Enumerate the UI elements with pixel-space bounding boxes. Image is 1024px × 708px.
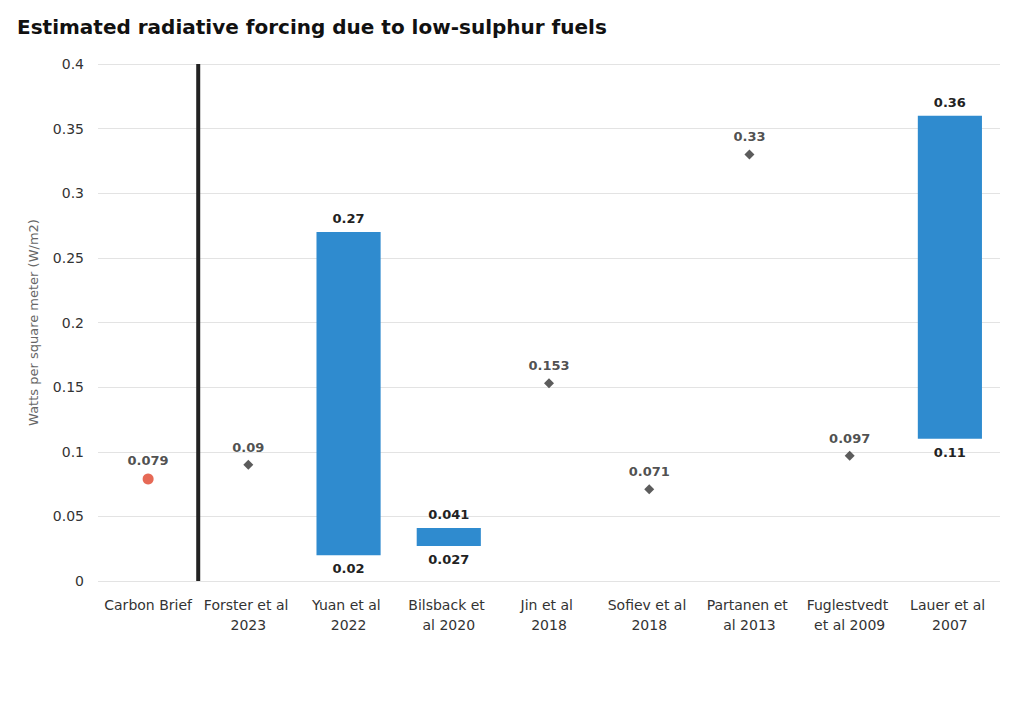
svg-text:0.097: 0.097 [829,431,870,446]
svg-text:Lauer et al: Lauer et al [910,597,990,613]
svg-text:al 2013: al 2013 [723,617,776,633]
svg-text:Estimated radiative forcing du: Estimated radiative forcing due to low-s… [17,15,607,39]
svg-text:2018: 2018 [631,617,667,633]
svg-text:Forster et al: Forster et al [204,597,293,613]
svg-text:Jin et al: Jin et al [520,597,578,613]
svg-text:et al 2009: et al 2009 [814,617,885,633]
svg-text:Partanen et: Partanen et [707,597,793,613]
svg-text:0.071: 0.071 [629,464,670,479]
svg-text:0.33: 0.33 [733,129,765,144]
svg-text:Fuglestvedt: Fuglestvedt [807,597,893,613]
svg-text:0.079: 0.079 [128,453,169,468]
svg-text:0.11: 0.11 [934,445,966,460]
svg-text:0.02: 0.02 [333,561,365,576]
svg-text:0.09: 0.09 [232,440,264,455]
svg-text:0.05: 0.05 [53,508,84,524]
svg-text:Yuan et al: Yuan et al [311,597,385,613]
svg-text:0.36: 0.36 [934,95,966,110]
svg-text:Bilsback et: Bilsback et [408,597,489,613]
svg-text:0.1: 0.1 [62,444,84,460]
svg-text:al 2020: al 2020 [422,617,475,633]
svg-text:2018: 2018 [531,617,567,633]
svg-text:0.041: 0.041 [428,507,469,522]
svg-text:Carbon Brief: Carbon Brief [104,597,193,613]
svg-text:0: 0 [75,573,84,589]
svg-text:0.25: 0.25 [53,250,84,266]
svg-text:2023: 2023 [231,617,267,633]
svg-text:0.15: 0.15 [53,379,84,395]
svg-text:0.35: 0.35 [53,121,84,137]
svg-text:0.27: 0.27 [333,211,365,226]
svg-text:0.153: 0.153 [528,358,569,373]
svg-text:Sofiev et al: Sofiev et al [608,597,691,613]
svg-text:2007: 2007 [932,617,968,633]
svg-text:Watts per square meter (W/m2): Watts per square meter (W/m2) [26,219,41,426]
svg-text:2022: 2022 [331,617,367,633]
svg-text:0.4: 0.4 [62,56,84,72]
svg-text:0.2: 0.2 [62,315,84,331]
svg-text:0.027: 0.027 [428,552,469,567]
svg-text:0.3: 0.3 [62,185,84,201]
